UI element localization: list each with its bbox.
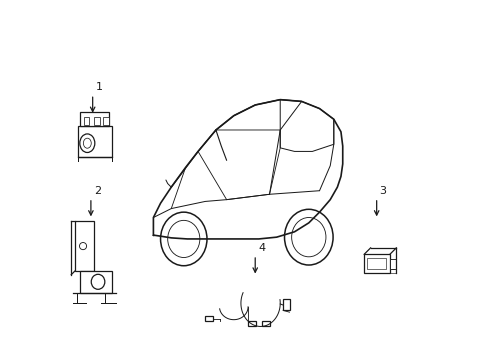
Bar: [78, 126, 112, 157]
Ellipse shape: [91, 274, 104, 289]
Text: 4: 4: [258, 243, 265, 253]
Bar: [205, 316, 213, 321]
Bar: [389, 258, 395, 269]
Text: 1: 1: [96, 82, 103, 93]
Bar: [80, 271, 112, 293]
Bar: [366, 258, 386, 269]
Text: 3: 3: [379, 186, 386, 196]
Ellipse shape: [80, 134, 95, 153]
Bar: [80, 112, 108, 126]
Bar: [247, 321, 255, 327]
Bar: [103, 117, 109, 125]
Bar: [75, 221, 94, 271]
Bar: [283, 299, 289, 310]
Bar: [83, 117, 89, 125]
Bar: [262, 321, 270, 327]
Bar: [94, 117, 100, 125]
Bar: [364, 254, 389, 273]
Text: 2: 2: [94, 186, 101, 196]
